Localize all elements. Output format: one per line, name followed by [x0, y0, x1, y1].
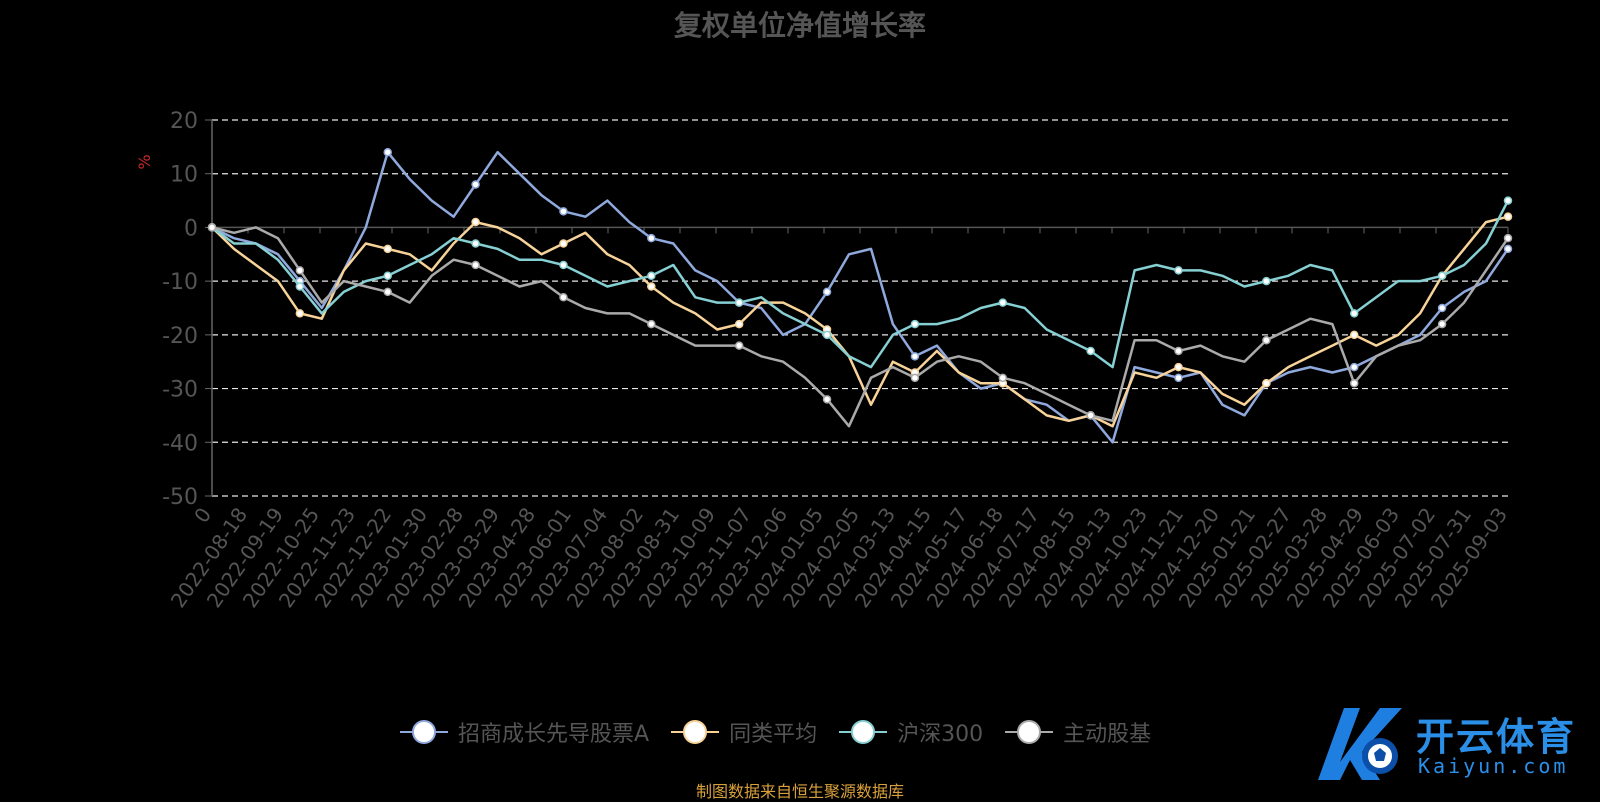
series-point-3 [471, 260, 480, 270]
series-point-1 [383, 244, 392, 254]
series-point-2 [734, 298, 744, 307]
series-point-3 [207, 223, 217, 232]
series-point-2 [1437, 271, 1447, 281]
legend-item-peer-average[interactable]: 同类平均 [671, 716, 817, 748]
legend-swatch-icon [671, 720, 720, 744]
series-point-0 [471, 180, 480, 189]
series-point-2 [822, 330, 832, 340]
series-point-2 [910, 319, 920, 329]
legend-label: 招商成长先导股票A [458, 722, 650, 747]
legend-item-fund[interactable]: 招商成长先导股票A [400, 716, 649, 748]
series-point-3 [295, 266, 305, 275]
y-tick-label: -10 [162, 270, 198, 295]
watermark: 开云体育 Kaiyun.com [1310, 700, 1590, 788]
legend-label: 主动股基 [1063, 722, 1152, 747]
series-point-1 [1349, 330, 1359, 340]
series-point-2 [998, 298, 1008, 307]
series-point-3 [998, 373, 1008, 383]
y-tick-label: -50 [162, 485, 198, 510]
series-point-0 [1174, 373, 1183, 383]
y-tick-label: 0 [184, 216, 198, 241]
watermark-url: Kaiyun.com [1418, 754, 1569, 778]
series-point-2 [383, 271, 392, 281]
series-point-1 [559, 239, 568, 248]
series-point-0 [910, 352, 920, 361]
legend-label: 同类平均 [729, 722, 818, 747]
series-point-3 [383, 287, 392, 297]
series-layer [207, 147, 1513, 444]
legend-swatch-icon [839, 720, 888, 744]
legend-item-active-equity[interactable]: 主动股基 [1005, 716, 1151, 748]
chart-title: 复权单位净值增长率 [673, 9, 926, 42]
y-axis-label: % [135, 154, 154, 169]
legend-item-hs300[interactable]: 沪深300 [839, 716, 983, 748]
kaiyun-logo-icon [1318, 708, 1402, 780]
y-tick-label: 10 [170, 163, 198, 188]
series-point-3 [1086, 411, 1095, 420]
series-line-2 [211, 200, 1510, 369]
series-line-3 [211, 226, 1510, 428]
legend-swatch-icon [400, 720, 448, 744]
series-point-3 [734, 341, 744, 350]
series-point-0 [1437, 303, 1447, 313]
series-line-1 [211, 215, 1509, 428]
series-point-0 [1503, 244, 1513, 254]
line-chart: 20100-10-20-30-40-5002022-08-182022-09-1… [135, 109, 1513, 612]
legend-label: 沪深300 [897, 722, 984, 747]
series-point-2 [1086, 346, 1095, 356]
axis-layer: 20100-10-20-30-40-5002022-08-182022-09-1… [162, 109, 1512, 612]
series-point-3 [647, 319, 656, 329]
source-note: 制图数据来自恒生聚源数据库 [695, 782, 904, 801]
y-tick-label: -20 [162, 324, 198, 349]
series-point-1 [1174, 362, 1183, 372]
series-point-0 [822, 287, 832, 297]
series-point-3 [1174, 346, 1183, 356]
series-point-2 [471, 239, 480, 248]
y-tick-label: -40 [162, 431, 198, 456]
series-point-1 [471, 217, 480, 227]
series-point-2 [1174, 266, 1183, 275]
series-point-0 [1349, 362, 1359, 372]
x-tick-label: 0 [189, 503, 216, 527]
series-point-0 [647, 233, 656, 243]
y-tick-label: -30 [162, 378, 198, 403]
series-point-2 [295, 282, 305, 291]
series-point-1 [1262, 378, 1271, 388]
series-point-3 [822, 395, 832, 404]
series-point-0 [383, 147, 392, 157]
series-point-0 [559, 207, 568, 216]
series-point-1 [295, 309, 305, 318]
series-point-3 [1349, 378, 1359, 388]
y-tick-label: 20 [170, 109, 198, 134]
legend-swatch-icon [1005, 720, 1054, 744]
legend: 招商成长先导股票A 同类平均 沪深300 主动股基 [400, 716, 1151, 748]
series-point-2 [647, 271, 656, 281]
series-point-3 [1437, 319, 1447, 329]
series-point-3 [910, 373, 920, 383]
series-point-3 [1262, 335, 1271, 345]
series-point-3 [1503, 233, 1513, 243]
series-point-1 [1503, 212, 1513, 221]
series-line-0 [211, 150, 1510, 444]
series-point-2 [559, 260, 568, 270]
series-point-2 [1262, 276, 1271, 286]
series-point-1 [734, 319, 744, 329]
series-point-2 [1349, 309, 1359, 318]
series-point-3 [559, 293, 568, 302]
watermark-name: 开云体育 [1416, 715, 1577, 759]
series-point-2 [1503, 196, 1513, 205]
series-point-1 [647, 282, 656, 291]
